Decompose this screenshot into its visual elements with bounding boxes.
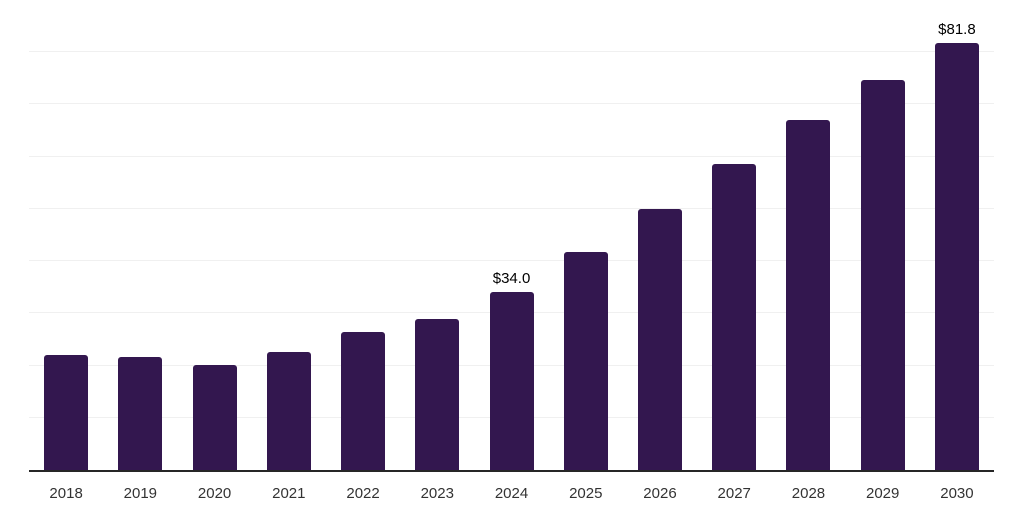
bar-2021 bbox=[266, 351, 311, 470]
bar-slot-2019 bbox=[103, 0, 177, 470]
bars-row: $34.0 $81.8 bbox=[29, 0, 994, 470]
bar-slot-2024: $34.0 bbox=[474, 0, 548, 470]
bar-slot-2018 bbox=[29, 0, 103, 470]
bar-slot-2030: $81.8 bbox=[920, 0, 994, 470]
x-tick-label-2022: 2022 bbox=[346, 485, 380, 502]
gridline bbox=[29, 103, 994, 105]
bar-2029 bbox=[860, 80, 905, 470]
bar-2027 bbox=[712, 163, 757, 470]
bar-value-label-2024: $34.0 bbox=[492, 270, 531, 288]
bar-2019 bbox=[118, 357, 163, 470]
bar-2030 bbox=[934, 42, 979, 470]
gridline bbox=[29, 155, 994, 157]
x-tick-label-2029: 2029 bbox=[866, 485, 900, 502]
bar-slot-2021 bbox=[252, 0, 326, 470]
x-tick-label-2028: 2028 bbox=[791, 485, 826, 502]
x-tick-label-2023: 2023 bbox=[420, 485, 454, 502]
bar-2025 bbox=[563, 251, 608, 470]
bar-value-label-2030: $81.8 bbox=[938, 20, 976, 38]
gridline bbox=[29, 260, 994, 262]
gridline bbox=[29, 207, 994, 209]
bar-2020 bbox=[192, 364, 237, 470]
x-tick-label-2030: 2030 bbox=[940, 485, 974, 502]
bar-slot-2025 bbox=[549, 0, 623, 470]
bar-slot-2027 bbox=[697, 0, 771, 470]
bar-slot-2028 bbox=[771, 0, 845, 470]
bar-slot-2029 bbox=[846, 0, 920, 470]
x-tick-label-2019: 2019 bbox=[123, 485, 158, 502]
bar-2024 bbox=[489, 292, 534, 470]
bar-slot-2023 bbox=[400, 0, 474, 470]
bar-2018 bbox=[44, 355, 89, 470]
x-axis: 2018 2019 2020 2021 2022 2023 2024 2025 2026 2027… bbox=[29, 472, 994, 502]
x-tick-label-2024: 2024 bbox=[494, 485, 529, 502]
bar-2023 bbox=[415, 319, 460, 470]
bar-slot-2026 bbox=[623, 0, 697, 470]
bar-2026 bbox=[637, 208, 682, 470]
bar-slot-2022 bbox=[326, 0, 400, 470]
bar-slot-2020 bbox=[177, 0, 251, 470]
x-tick-label-2018: 2018 bbox=[49, 485, 83, 502]
bar-2022 bbox=[341, 332, 386, 470]
plot-area: $34.0 $81.8 bbox=[29, 0, 994, 472]
x-tick-label-2025: 2025 bbox=[569, 485, 603, 502]
x-tick-label-2021: 2021 bbox=[272, 485, 306, 502]
x-tick-label-2027: 2027 bbox=[717, 485, 751, 502]
gridline bbox=[29, 51, 994, 53]
x-tick-label-2026: 2026 bbox=[643, 485, 677, 502]
x-tick-label-2020: 2020 bbox=[197, 485, 232, 502]
bar-2028 bbox=[786, 120, 831, 470]
